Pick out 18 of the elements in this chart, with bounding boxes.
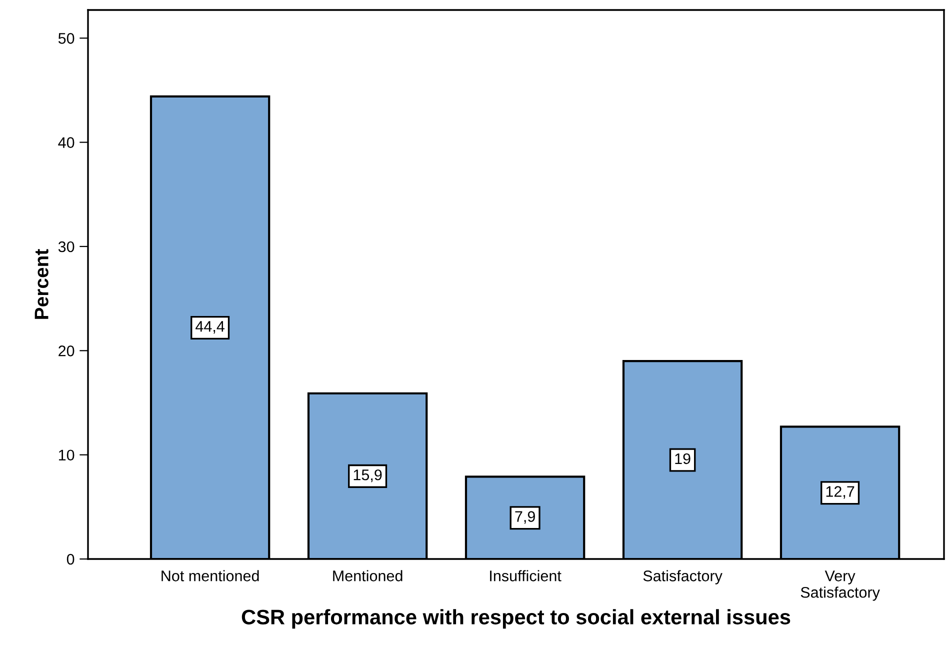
- data-label: 7,9: [515, 511, 535, 524]
- data-label: 12,7: [826, 486, 854, 499]
- y-tick-label: 0: [66, 554, 74, 565]
- y-tick-label: 50: [58, 32, 74, 44]
- data-label: 19: [675, 453, 690, 464]
- x-tick-label: Satisfactory: [643, 570, 722, 584]
- y-tick-label: 10: [58, 450, 74, 461]
- y-tick-label: 40: [58, 137, 74, 148]
- x-tick-label: Very Satisfactory: [800, 570, 880, 601]
- data-label: 44,4: [196, 321, 224, 334]
- y-tick-label: 30: [58, 241, 74, 252]
- x-tick-label: Not mentioned: [162, 570, 259, 582]
- x-tick-label: Insufficient: [490, 570, 562, 582]
- data-label: 15,9: [354, 469, 382, 482]
- y-axis-title: Percent: [34, 249, 48, 319]
- y-tick-label: 20: [58, 346, 74, 356]
- x-axis-title: CSR performance with respect to social external issues: [242, 609, 790, 629]
- x-tick-label: Mentioned: [333, 570, 402, 582]
